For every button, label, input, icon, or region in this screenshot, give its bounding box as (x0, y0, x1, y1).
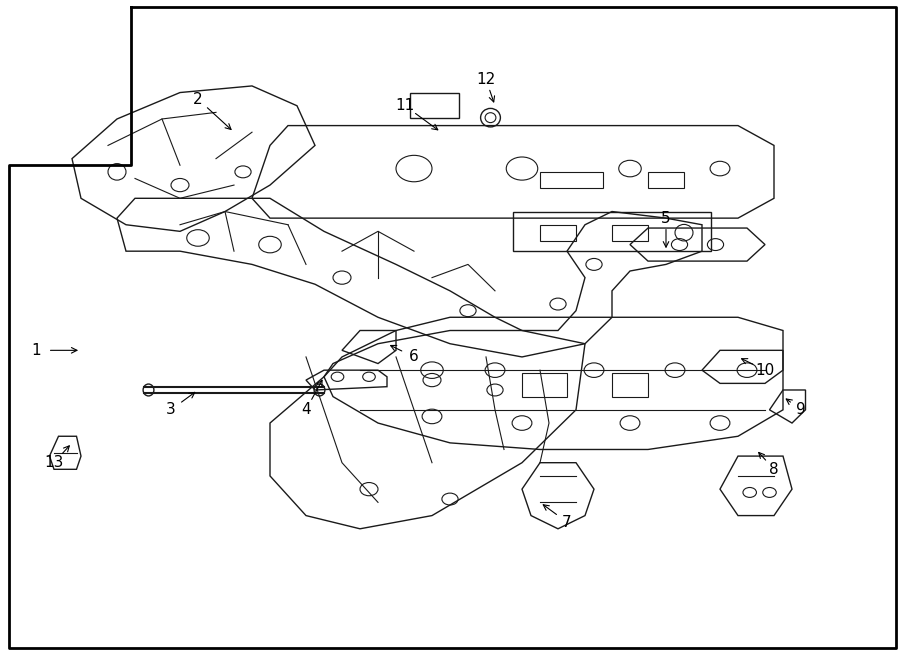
Text: 6: 6 (410, 350, 418, 364)
Text: 12: 12 (476, 72, 496, 87)
Text: 1: 1 (32, 343, 40, 358)
Bar (540, 225, 576, 241)
Text: 4: 4 (302, 403, 310, 417)
Text: 11: 11 (395, 98, 415, 113)
Bar (648, 172, 684, 188)
Text: 10: 10 (755, 363, 775, 377)
Text: 3: 3 (166, 403, 176, 417)
Bar (410, 93, 459, 118)
Bar (612, 225, 648, 241)
Bar (612, 373, 648, 397)
Polygon shape (9, 7, 896, 648)
Text: 5: 5 (662, 211, 670, 225)
Text: 8: 8 (770, 462, 778, 477)
Text: 13: 13 (44, 455, 64, 470)
Bar (522, 373, 567, 397)
Text: 2: 2 (194, 92, 202, 106)
Bar (540, 172, 603, 188)
Bar (513, 212, 711, 251)
Text: 9: 9 (796, 403, 806, 417)
Text: 7: 7 (562, 515, 572, 529)
